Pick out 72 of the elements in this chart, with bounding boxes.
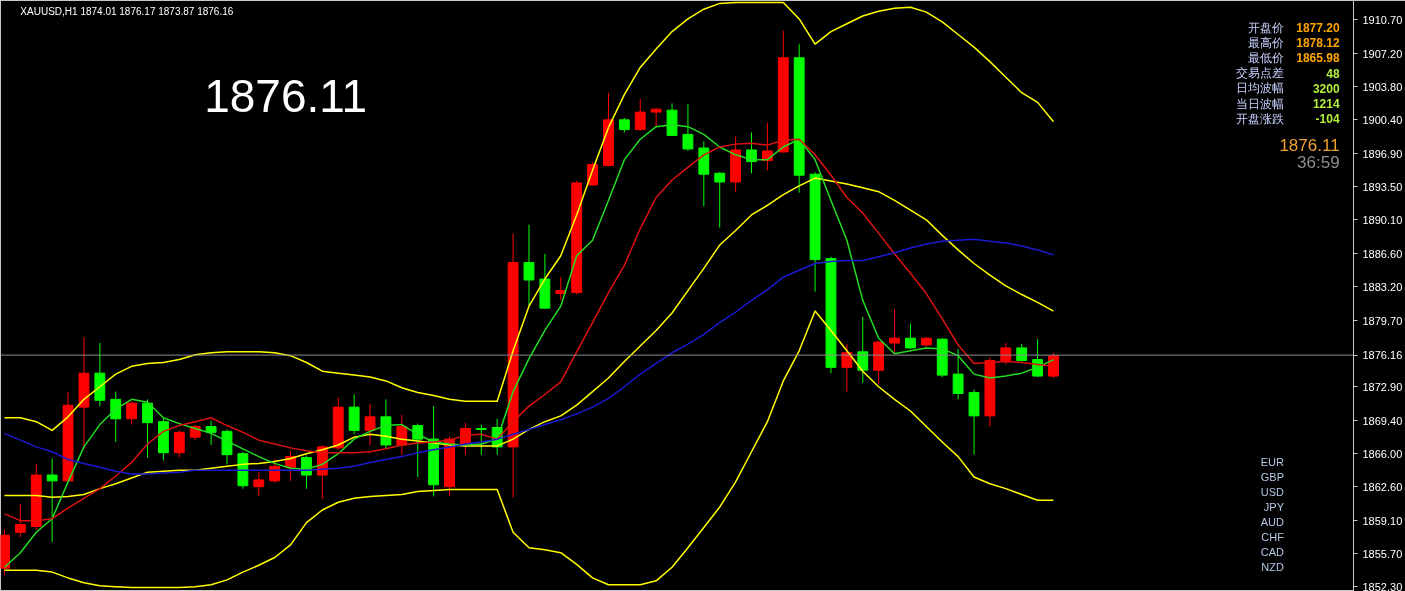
- text: 1214: [1312, 97, 1340, 111]
- text: 1865.98: [1296, 51, 1340, 66]
- y-tick-label: 1866.00: [1362, 447, 1403, 460]
- y-tick-label: 1903.80: [1362, 80, 1403, 93]
- candlestick: [110, 391, 122, 443]
- y-tick-label: 1879.70: [1362, 314, 1403, 327]
- candlestick: [650, 107, 662, 128]
- y-tick-label: 1886.60: [1362, 247, 1403, 260]
- ref-line-label: 1876.16: [1362, 349, 1403, 362]
- y-tick-label: 1910.70: [1362, 13, 1403, 26]
- candlestick: [968, 389, 980, 456]
- text: 开盘价: [1247, 20, 1284, 35]
- text: JPY: [1263, 500, 1285, 513]
- candlestick: [364, 403, 376, 446]
- candlestick: [746, 131, 757, 174]
- text: 36:59: [1297, 153, 1340, 172]
- candlestick: [173, 429, 185, 459]
- text: 1878.12: [1296, 36, 1340, 51]
- text: 最高价: [1247, 35, 1284, 50]
- candlestick: [348, 394, 360, 435]
- y-tick-label: 1883.20: [1362, 280, 1403, 293]
- text: 48: [1326, 66, 1340, 81]
- text: 开盘涨跌: [1235, 111, 1284, 126]
- text: 最低价: [1247, 50, 1284, 65]
- candlestick: [1048, 352, 1059, 379]
- candlestick: [14, 503, 26, 538]
- text: 日均波幅: [1235, 81, 1284, 96]
- y-tick-label: 1852.30: [1362, 580, 1403, 591]
- candlestick: [889, 308, 900, 354]
- text: CHF: [1261, 530, 1285, 543]
- candlestick: [126, 400, 138, 426]
- line-series: [3, 177, 1055, 499]
- y-tick-label: 1859.10: [1362, 514, 1403, 527]
- text: 3200: [1312, 81, 1340, 96]
- candlestick: [555, 276, 567, 301]
- candlestick: [634, 98, 646, 132]
- annotation: 1876.11: [204, 69, 368, 122]
- text: 交易点差: [1235, 66, 1284, 81]
- y-tick-label: 1896.90: [1362, 147, 1403, 160]
- candlestick: [205, 420, 217, 446]
- line-series: [3, 1, 1055, 432]
- candlestick: [46, 458, 58, 543]
- candlestick: [412, 423, 424, 478]
- text: 当日波幅: [1235, 96, 1284, 111]
- text: USD: [1260, 485, 1285, 498]
- text: AUD: [1260, 515, 1285, 528]
- y-tick-label: 1855.70: [1362, 547, 1403, 560]
- candlestick: [682, 103, 694, 152]
- candlestick: [905, 323, 916, 350]
- text: XAUUSD,H1 1874.01 1876.17 1873.87 1876.16: [20, 6, 234, 17]
- candlestick: [952, 348, 964, 400]
- y-tick-label: 1907.20: [1362, 47, 1403, 60]
- text: EUR: [1260, 455, 1285, 468]
- y-tick-label: 1900.40: [1362, 113, 1403, 126]
- candlestick: [142, 398, 153, 459]
- text: NZD: [1261, 560, 1285, 573]
- y-tick-label: 1890.10: [1362, 213, 1403, 226]
- y-tick-label: 1872.90: [1362, 380, 1403, 393]
- y-tick-label: 1869.40: [1362, 414, 1403, 427]
- text: 1877.20: [1296, 21, 1340, 35]
- candlestick: [253, 471, 265, 497]
- candlestick: [523, 224, 535, 307]
- candlestick: [475, 424, 487, 456]
- y-tick-label: 1862.60: [1362, 480, 1403, 493]
- text: CAD: [1260, 545, 1285, 558]
- text: -104: [1315, 112, 1340, 127]
- text: GBP: [1260, 470, 1284, 483]
- candlestick: [714, 171, 726, 229]
- candlestick: [761, 122, 773, 171]
- y-tick-label: 1893.50: [1362, 180, 1403, 193]
- candlestick: [221, 428, 233, 465]
- text: 1876.11: [1279, 135, 1340, 155]
